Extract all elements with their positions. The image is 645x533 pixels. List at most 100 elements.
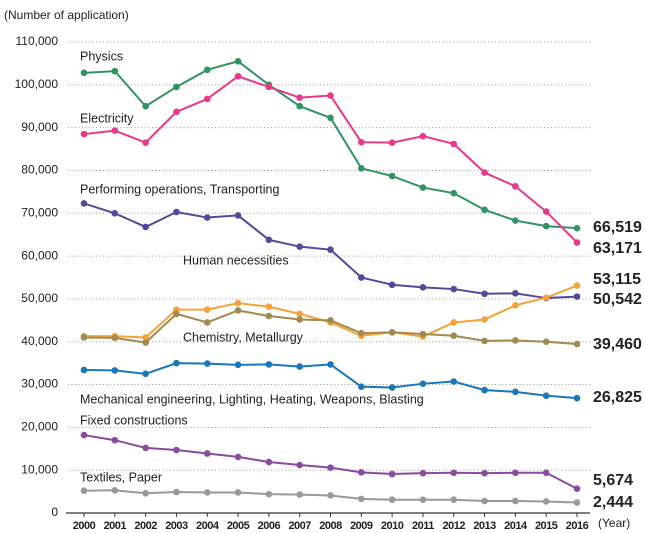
data-point xyxy=(80,334,88,341)
data-point xyxy=(419,284,427,291)
data-point xyxy=(512,217,519,224)
data-point xyxy=(388,384,396,391)
series-name: Human necessities xyxy=(183,253,289,267)
data-point xyxy=(512,469,519,477)
data-point xyxy=(203,214,211,221)
data-point xyxy=(481,206,488,214)
data-point xyxy=(234,299,242,307)
data-point xyxy=(111,487,119,494)
data-point xyxy=(358,469,365,476)
data-point xyxy=(450,496,458,504)
data-point xyxy=(111,127,119,134)
x-tick-label: 2006 xyxy=(258,520,281,532)
x-tick-label: 2010 xyxy=(381,520,404,532)
data-point xyxy=(142,139,149,146)
data-point xyxy=(234,489,242,496)
series-name: Physics xyxy=(80,49,123,63)
data-point xyxy=(419,496,427,504)
data-point xyxy=(173,108,180,116)
data-point xyxy=(296,461,303,469)
data-point xyxy=(573,282,581,289)
data-point xyxy=(234,57,242,65)
data-point xyxy=(173,310,180,318)
data-point xyxy=(573,340,581,348)
data-point xyxy=(573,485,581,493)
x-tick-label: 2014 xyxy=(504,520,528,532)
data-point xyxy=(265,361,273,368)
data-point xyxy=(542,294,550,301)
data-point xyxy=(111,67,119,75)
data-point xyxy=(388,496,396,504)
data-point xyxy=(481,497,488,505)
series-name: Fixed constructions xyxy=(80,413,188,427)
data-point xyxy=(111,209,119,217)
y-tick-label: 80,000 xyxy=(21,163,58,177)
x-tick-label: 2013 xyxy=(473,520,496,532)
data-point xyxy=(327,492,334,499)
data-point xyxy=(358,138,365,146)
x-axis-label: (Year) xyxy=(598,516,630,530)
x-tick-label: 2002 xyxy=(134,520,157,532)
end-value-label: 39,460 xyxy=(593,336,642,353)
end-value-label: 5,674 xyxy=(593,472,633,489)
y-tick-label: 10,000 xyxy=(21,462,58,476)
data-point xyxy=(542,338,550,346)
data-point xyxy=(450,378,458,385)
data-point xyxy=(327,114,334,122)
data-point xyxy=(388,281,396,289)
data-point xyxy=(80,69,88,77)
data-point xyxy=(203,489,211,496)
data-point xyxy=(450,332,458,340)
data-point xyxy=(296,94,303,101)
x-tick-label: 2016 xyxy=(566,520,589,532)
y-tick-label: 70,000 xyxy=(21,205,58,219)
data-point xyxy=(358,274,365,281)
data-point xyxy=(203,66,211,74)
y-tick-label: 20,000 xyxy=(21,420,58,434)
end-value-label: 2,444 xyxy=(593,494,633,511)
data-point xyxy=(203,360,211,367)
data-point xyxy=(265,458,273,466)
x-tick-label: 2001 xyxy=(104,520,127,532)
data-point xyxy=(173,208,180,216)
end-value-label: 63,171 xyxy=(593,240,642,257)
series-name: Chemistry, Metallurgy xyxy=(183,330,304,344)
data-point xyxy=(111,334,119,342)
data-point xyxy=(327,464,334,471)
end-value-label: 53,115 xyxy=(593,271,641,288)
data-point xyxy=(296,310,303,318)
data-point xyxy=(327,246,334,253)
data-point xyxy=(388,172,396,180)
data-point xyxy=(265,312,273,320)
data-point xyxy=(481,290,488,298)
data-point xyxy=(481,337,488,345)
end-value-label: 50,542 xyxy=(593,291,642,308)
data-point xyxy=(80,366,88,374)
data-point xyxy=(450,189,458,197)
data-point xyxy=(419,469,427,477)
data-point xyxy=(358,329,365,337)
y-tick-label: 90,000 xyxy=(21,120,58,134)
data-point xyxy=(573,293,581,300)
x-tick-label: 2000 xyxy=(73,520,96,532)
data-point xyxy=(542,208,550,215)
data-point xyxy=(358,383,365,390)
data-point xyxy=(327,92,334,99)
series-line xyxy=(83,60,578,230)
data-point xyxy=(573,239,581,246)
series-name: Electricity xyxy=(80,111,134,125)
data-point xyxy=(542,222,550,230)
y-tick-label: 110,000 xyxy=(16,34,59,48)
data-point xyxy=(173,446,180,454)
x-tick-label: 2008 xyxy=(319,520,342,532)
data-point xyxy=(203,319,211,326)
data-point xyxy=(512,302,519,309)
data-point xyxy=(512,290,519,297)
y-tick-label: 50,000 xyxy=(21,291,58,305)
data-point xyxy=(327,361,334,368)
data-point xyxy=(142,339,149,346)
x-tick-label: 2009 xyxy=(350,520,373,532)
data-point xyxy=(234,453,242,461)
data-point xyxy=(203,306,211,313)
